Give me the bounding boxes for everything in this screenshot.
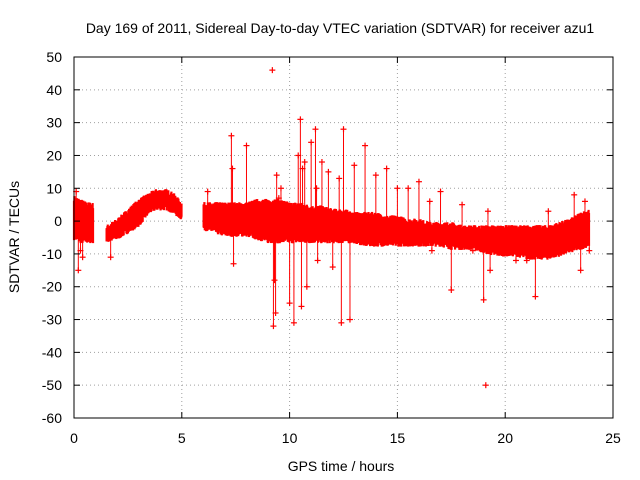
y-tick-label: 0 [54, 213, 62, 229]
y-tick-label: -20 [42, 279, 62, 295]
x-tick-label: 10 [282, 430, 298, 446]
y-axis-title: SDTVAR / TECUs [6, 181, 22, 293]
outlier-point [562, 231, 569, 238]
data-points [72, 67, 593, 389]
y-tick-label: -10 [42, 246, 62, 262]
plot-frame [73, 56, 614, 419]
outlier-point [556, 250, 563, 257]
y-tick-label: -60 [42, 410, 62, 426]
x-tick-label: 0 [70, 430, 78, 446]
x-axis-title: GPS time / hours [288, 458, 395, 474]
x-tick-label: 5 [178, 430, 186, 446]
x-tick-label: 15 [390, 430, 406, 446]
outlier-point [269, 67, 276, 74]
y-tick-label: 40 [46, 82, 62, 98]
y-tick-label: 30 [46, 115, 62, 131]
axis-ticks: 0 5 10 15 20 25 -60 -50 -40 -30 -20 -10 0 10 20 30 40 50 [42, 49, 621, 446]
y-tick-label: 50 [46, 49, 62, 65]
outlier-point [482, 382, 489, 389]
y-tick-label: -50 [42, 377, 62, 393]
y-tick-label: 10 [46, 180, 62, 196]
outlier-point [497, 241, 504, 248]
x-tick-label: 20 [497, 430, 513, 446]
y-tick-label: -30 [42, 312, 62, 328]
y-tick-label: 20 [46, 147, 62, 163]
chart-title: Day 169 of 2011, Sidereal Day-to-day VTE… [86, 20, 595, 36]
y-tick-label: -40 [42, 344, 62, 360]
x-tick-label: 25 [605, 430, 621, 446]
